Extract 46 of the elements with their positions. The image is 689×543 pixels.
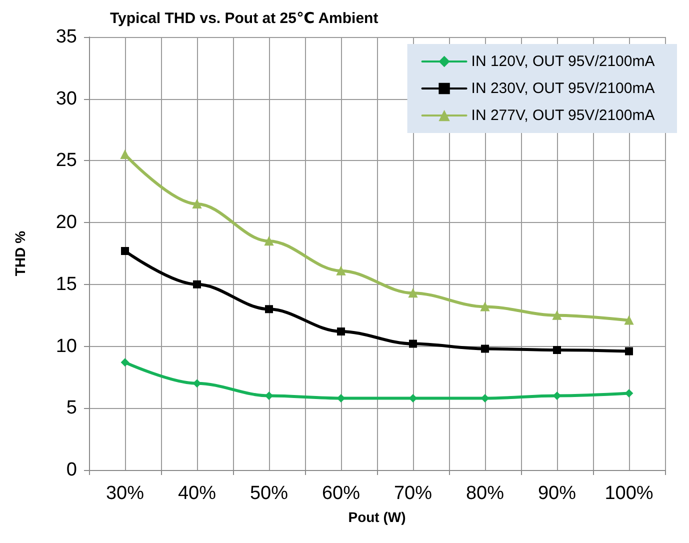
point [264,236,274,246]
x-axis-title: Pout (W) [348,509,406,525]
y-tick-label: 5 [66,398,77,419]
legend-label: IN 277V, OUT 95V/2100mA [471,107,655,124]
point [193,280,201,288]
x-tick-label: 80% [466,483,504,504]
point [337,327,345,336]
y-tick-label: 20 [56,212,77,234]
point [624,316,634,325]
point [480,302,490,312]
y-tick-label: 10 [56,336,77,357]
point [337,394,345,402]
point [481,344,489,353]
point [193,379,201,388]
y-tick-label: 15 [56,274,77,295]
point [265,305,273,314]
point [265,392,273,400]
point [121,247,129,256]
chart-title: Typical THD vs. Pout at 25℃ Ambient [110,10,378,27]
point [120,150,130,160]
y-tick-label: 25 [56,150,77,172]
x-tick-label: 70% [394,483,432,504]
legend-label: IN 120V, OUT 95V/2100mA [471,53,655,70]
point [553,392,561,400]
point [408,288,418,298]
y-tick-label: 35 [56,26,77,48]
x-tick-label: 40% [178,483,216,504]
y-tick-label: 0 [66,460,77,480]
point [553,346,561,354]
x-tick-label: 50% [250,483,288,504]
point [336,266,346,276]
point [121,358,129,366]
legend-label: IN 230V, OUT 95V/2100mA [471,80,655,97]
x-tick-label: 30% [106,483,144,504]
point [192,200,202,209]
point [552,310,562,320]
point [625,389,633,398]
y-axis-title: THD % [12,230,28,276]
x-tick-label: 60% [322,483,360,504]
y-tick-label: 30 [56,88,77,110]
point [625,347,633,356]
x-tick-label: 100% [604,483,654,504]
point [409,394,417,402]
point [409,340,417,348]
point [481,394,489,402]
x-tick-label: 90% [538,483,576,504]
